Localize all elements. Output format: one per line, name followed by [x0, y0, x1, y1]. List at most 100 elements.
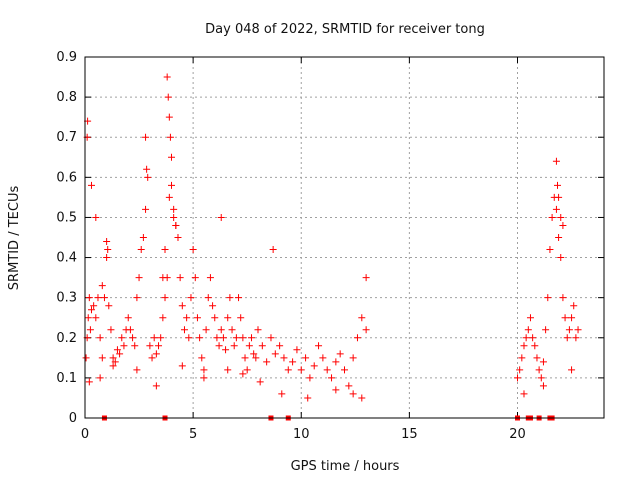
- data-point: [126, 326, 134, 334]
- data-point: [178, 302, 186, 310]
- y-tick-label: 0.5: [56, 210, 77, 225]
- data-point: [163, 73, 171, 81]
- data-point: [92, 314, 100, 322]
- y-tick-label: 0.3: [56, 291, 77, 306]
- data-point: [565, 326, 573, 334]
- data-point: [133, 366, 141, 374]
- data-point: [222, 346, 230, 354]
- y-tick-label: 0.2: [56, 331, 77, 346]
- data-point: [250, 350, 258, 358]
- data-point: [358, 314, 366, 322]
- data-point: [237, 314, 245, 322]
- data-point: [526, 314, 534, 322]
- data-point: [109, 354, 117, 362]
- data-point: [336, 350, 344, 358]
- data-point: [341, 366, 348, 374]
- data-point: [548, 213, 556, 221]
- data-point: [144, 173, 152, 181]
- data-point: [170, 213, 178, 221]
- data-point: [315, 342, 323, 350]
- y-axis-label: SRMTID / TECUs: [7, 186, 22, 291]
- data-point: [254, 326, 262, 334]
- data-point: [568, 314, 576, 322]
- data-point: [332, 358, 340, 366]
- data-point: [86, 326, 94, 334]
- data-point: [537, 374, 545, 382]
- data-point: [183, 314, 191, 322]
- data-point: [139, 234, 147, 241]
- y-tick-label: 0.7: [56, 130, 77, 145]
- data-point: [520, 390, 528, 398]
- data-point: [554, 181, 562, 189]
- data-point: [142, 205, 150, 213]
- data-point: [345, 382, 353, 390]
- data-point: [353, 334, 361, 342]
- data-point: [302, 354, 310, 362]
- y-tick-label: 0.4: [56, 251, 77, 266]
- data-point: [166, 133, 174, 141]
- data-point: [224, 366, 232, 374]
- data-point: [143, 165, 151, 173]
- data-point: [226, 294, 234, 302]
- data-point: [100, 294, 108, 302]
- data-point: [319, 354, 327, 362]
- data-point: [542, 326, 550, 334]
- data-point: [96, 334, 104, 342]
- data-point: [111, 358, 119, 366]
- data-point: [276, 342, 284, 350]
- data-point: [142, 133, 150, 141]
- data-point: [271, 350, 279, 358]
- data-point: [161, 294, 169, 302]
- data-point: [164, 93, 172, 101]
- y-tick-label: 0.1: [56, 371, 77, 386]
- data-point: [297, 366, 305, 374]
- data-point: [230, 342, 238, 350]
- data-point: [124, 314, 132, 322]
- data-point: [148, 354, 156, 362]
- y-tick-label: 0: [69, 411, 77, 426]
- data-point: [278, 390, 286, 398]
- data-point: [256, 378, 264, 386]
- data-point: [245, 342, 253, 350]
- data-point: [155, 342, 163, 350]
- data-point: [211, 314, 219, 322]
- data-point: [92, 213, 100, 221]
- data-point: [243, 366, 251, 374]
- data-point: [362, 274, 370, 282]
- data-point: [228, 326, 236, 334]
- data-point: [168, 181, 175, 189]
- data-point: [178, 362, 186, 370]
- x-tick-label: 0: [81, 427, 89, 442]
- data-point: [87, 181, 95, 189]
- data-point: [215, 342, 223, 350]
- data-point: [546, 246, 554, 254]
- data-point: [570, 302, 578, 310]
- data-point: [118, 334, 126, 342]
- data-point: [157, 334, 165, 342]
- data-points: [82, 73, 582, 421]
- data-point: [152, 350, 160, 358]
- data-point: [103, 254, 111, 262]
- data-point: [204, 294, 212, 302]
- data-point: [217, 326, 225, 334]
- x-axis-label: GPS time / hours: [291, 459, 400, 474]
- x-tick-label: 10: [293, 427, 310, 442]
- data-point: [200, 366, 208, 374]
- data-point: [209, 302, 217, 310]
- data-point: [116, 350, 124, 358]
- data-point: [531, 342, 539, 350]
- data-point: [568, 366, 576, 374]
- data-point: [103, 238, 111, 246]
- data-point: [96, 374, 104, 382]
- data-point: [555, 234, 563, 241]
- data-point: [310, 362, 318, 370]
- data-point: [328, 374, 336, 382]
- data-point: [98, 354, 106, 362]
- data-point: [241, 354, 249, 362]
- plot-frame: [84, 56, 605, 419]
- x-tick-label: 5: [189, 427, 197, 442]
- data-point: [174, 234, 182, 241]
- data-point: [258, 342, 266, 350]
